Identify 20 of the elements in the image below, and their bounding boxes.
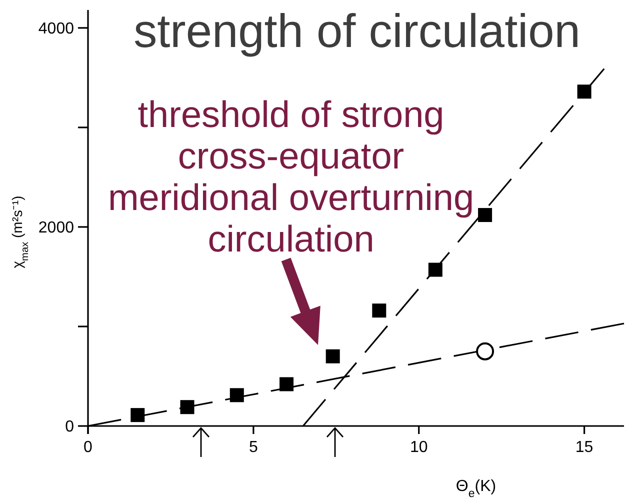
x-tick-label: 0 — [84, 439, 93, 456]
annotation: threshold of strong cross-equator meridional overturning circulation — [108, 94, 474, 260]
point — [476, 342, 494, 360]
y-tick-label: 4000 — [38, 20, 74, 38]
point — [326, 349, 340, 364]
point — [372, 304, 386, 318]
x-tick-label: 15 — [575, 439, 594, 456]
point — [180, 400, 194, 414]
x-tick-label: 10 — [410, 439, 428, 456]
point — [130, 408, 145, 422]
y-tick-label: 2000 — [38, 220, 74, 237]
x-axis-title: Θ$_{e}$(K) — [456, 478, 496, 499]
chart-title: strength of circulation — [134, 4, 580, 57]
point — [577, 84, 592, 99]
x-tick-label: 5 — [248, 439, 258, 456]
point — [230, 388, 244, 402]
point — [428, 262, 442, 277]
point — [478, 208, 492, 222]
point — [280, 377, 294, 392]
y-tick-label: 0 — [65, 418, 74, 436]
